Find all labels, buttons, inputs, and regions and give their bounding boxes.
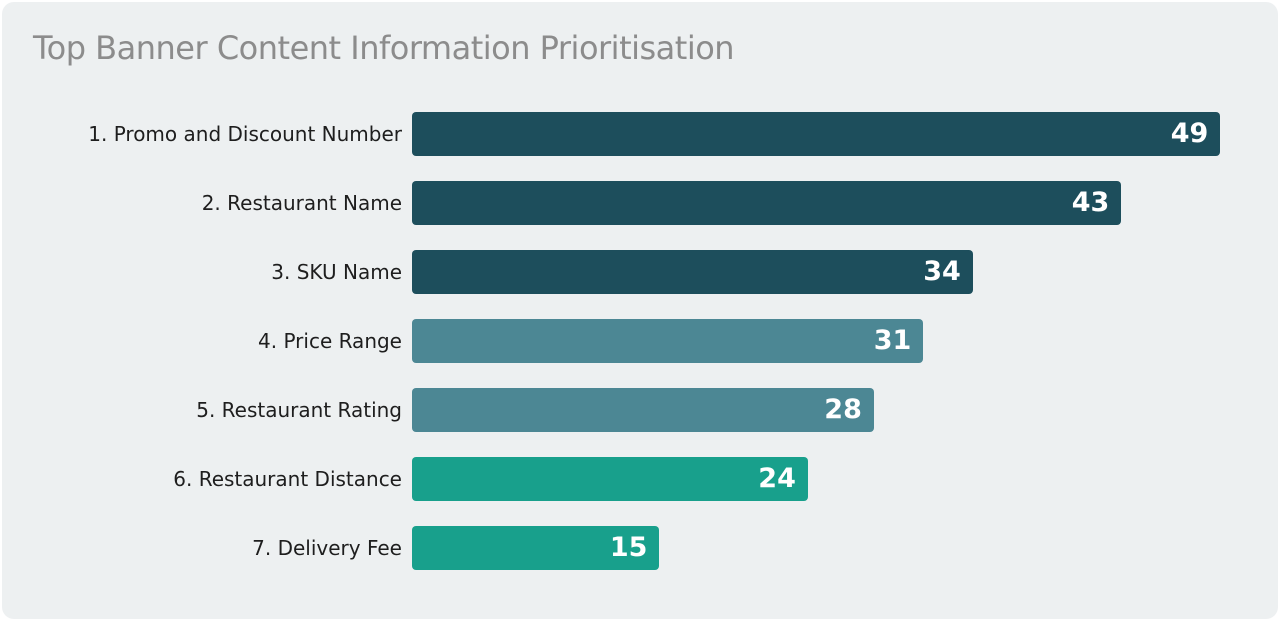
chart-row: 1. Promo and Discount Number 49 (2, 112, 1278, 156)
bar-track: 15 (412, 526, 1278, 570)
bar-sku-name: 34 (412, 250, 973, 294)
chart-row: 4. Price Range 31 (2, 319, 1278, 363)
chart-row: 5. Restaurant Rating 28 (2, 388, 1278, 432)
chart-row: 3. SKU Name 34 (2, 250, 1278, 294)
bar-price-range: 31 (412, 319, 924, 363)
category-label: 4. Price Range (258, 329, 402, 353)
value-label: 43 (1071, 187, 1110, 218)
category-label: 5. Restaurant Rating (196, 398, 402, 422)
bar-restaurant-distance: 24 (412, 457, 808, 501)
category-label: 6. Restaurant Distance (173, 467, 402, 491)
bar-delivery-fee: 15 (412, 526, 660, 570)
chart-title: Top Banner Content Information Prioritis… (33, 29, 735, 67)
bar-track: 43 (412, 181, 1278, 225)
value-label: 15 (609, 532, 648, 563)
chart-row: 2. Restaurant Name 43 (2, 181, 1278, 225)
value-label: 31 (873, 325, 912, 356)
category-label: 1. Promo and Discount Number (88, 122, 402, 146)
chart-row: 7. Delivery Fee 15 (2, 526, 1278, 570)
bar-track: 34 (412, 250, 1278, 294)
category-label: 3. SKU Name (271, 260, 402, 284)
bar-restaurant-name: 43 (412, 181, 1122, 225)
bar-track: 49 (412, 112, 1278, 156)
value-label: 24 (758, 463, 796, 494)
value-label: 49 (1170, 118, 1209, 149)
bar-track: 24 (412, 457, 1278, 501)
bar-promo-discount: 49 (412, 112, 1221, 156)
bar-chart: 1. Promo and Discount Number 49 2. Resta… (2, 112, 1278, 570)
category-label: 2. Restaurant Name (201, 191, 402, 215)
bar-track: 31 (412, 319, 1278, 363)
value-label: 34 (923, 256, 961, 287)
category-label: 7. Delivery Fee (252, 536, 402, 560)
chart-row: 6. Restaurant Distance 24 (2, 457, 1278, 501)
value-label: 28 (824, 394, 862, 425)
bar-track: 28 (412, 388, 1278, 432)
bar-restaurant-rating: 28 (412, 388, 874, 432)
